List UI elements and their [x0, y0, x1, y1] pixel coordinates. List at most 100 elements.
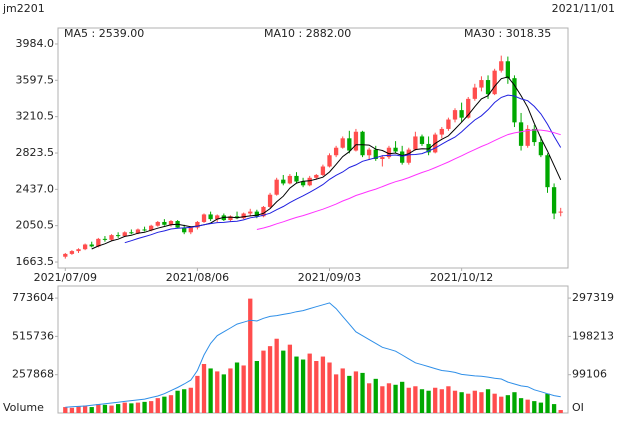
candle-body [267, 194, 273, 207]
oi-tick-label: 297319 [572, 291, 614, 304]
candle-body [413, 136, 418, 150]
candle-body [400, 151, 405, 163]
candle-body [446, 119, 451, 129]
volume-bar [89, 407, 94, 413]
candle-body [373, 149, 378, 159]
volume-bar [162, 396, 167, 413]
y-tick-label: 2050.5 [16, 219, 55, 232]
candle-body [307, 177, 312, 186]
candle-body [466, 98, 471, 118]
volume-bar [168, 395, 174, 413]
volume-bar [155, 398, 160, 413]
volume-bar [287, 344, 293, 413]
x-tick-label: 2021/07/09 [34, 271, 97, 284]
volume-bar [149, 401, 154, 413]
volume-bar [327, 362, 332, 413]
candle-body [525, 128, 530, 146]
candle-body [386, 147, 392, 158]
volume-bar [175, 390, 180, 413]
volume-bar [122, 402, 127, 413]
candle-body [274, 179, 279, 195]
volume-bar [201, 363, 207, 413]
candle-body [142, 229, 147, 231]
chart-date: 2021/11/01 [552, 2, 615, 15]
candle-body [129, 232, 134, 234]
y-tick-label: 3984.0 [16, 37, 55, 50]
candle-body [76, 249, 81, 252]
candle-body [82, 244, 88, 250]
volume-bar [347, 375, 352, 413]
volume-bar [129, 403, 134, 413]
volume-bar [360, 372, 365, 413]
volume-bar [320, 356, 326, 413]
volume-bar [300, 359, 306, 413]
volume-bar [505, 395, 511, 413]
volume-bar [294, 356, 299, 413]
ma-legend: MA5 : 2539.00 [64, 27, 144, 40]
volume-frame [57, 285, 569, 414]
volume-bar [393, 384, 398, 413]
y-tick-label: 2823.5 [16, 146, 55, 159]
volume-bar [182, 389, 187, 413]
y-tick-label: 1663.5 [16, 255, 55, 268]
candle-body [135, 229, 141, 234]
candle-body [195, 221, 200, 228]
volume-bar [340, 368, 345, 413]
candle-body [360, 131, 365, 156]
oi-tick-label: 99106 [572, 368, 607, 381]
volume-bar [267, 346, 273, 413]
volume-bar [195, 375, 200, 413]
candle-body [294, 175, 299, 182]
candle-body [314, 174, 319, 178]
volume-bar [433, 387, 438, 413]
volume-bar [499, 396, 504, 413]
candle-body [538, 142, 544, 156]
candle-body [459, 110, 464, 118]
volume-bar [333, 374, 339, 413]
volume-bar [314, 361, 319, 413]
candle-body [261, 206, 266, 217]
volume-bar [485, 389, 491, 413]
ma-line [91, 76, 562, 250]
volume-bar [353, 371, 359, 413]
volume-bar [373, 378, 378, 413]
candle-body [228, 216, 233, 221]
volume-bar [532, 401, 537, 413]
candle-body [201, 214, 207, 222]
volume-bar [479, 392, 484, 413]
volume-bar [446, 386, 451, 413]
candle-body [63, 253, 68, 257]
volume-bar [512, 392, 517, 413]
volume-bar [274, 338, 279, 413]
candle-body [168, 221, 174, 225]
candle-body [188, 227, 193, 233]
volume-bar [248, 298, 253, 413]
volume-tick-label: 257868 [12, 368, 54, 381]
oi-tick-label: 198213 [572, 329, 614, 342]
volume-tick-label: 773604 [12, 291, 54, 304]
ma-line [124, 94, 562, 244]
volume-bar [518, 398, 524, 413]
volume-bar [459, 392, 464, 413]
volume-bar [380, 386, 385, 413]
candle-body [287, 175, 293, 184]
candle-body [419, 136, 425, 144]
volume-tick-label: 515736 [12, 329, 54, 342]
candle-body [558, 211, 563, 213]
candle-body [182, 227, 187, 233]
volume-bar [452, 390, 458, 413]
ma-line [256, 129, 561, 230]
volume-bar [96, 404, 101, 413]
candle-body [215, 215, 220, 220]
volume-bar [261, 350, 266, 413]
candle-body [512, 78, 517, 123]
volume-bar [82, 405, 88, 413]
candle-body [281, 179, 286, 184]
y-tick-label: 3597.5 [16, 73, 55, 86]
volume-bar [142, 401, 147, 413]
candle-body [545, 155, 550, 188]
candle-body [208, 214, 213, 220]
volume-bar [558, 410, 563, 413]
